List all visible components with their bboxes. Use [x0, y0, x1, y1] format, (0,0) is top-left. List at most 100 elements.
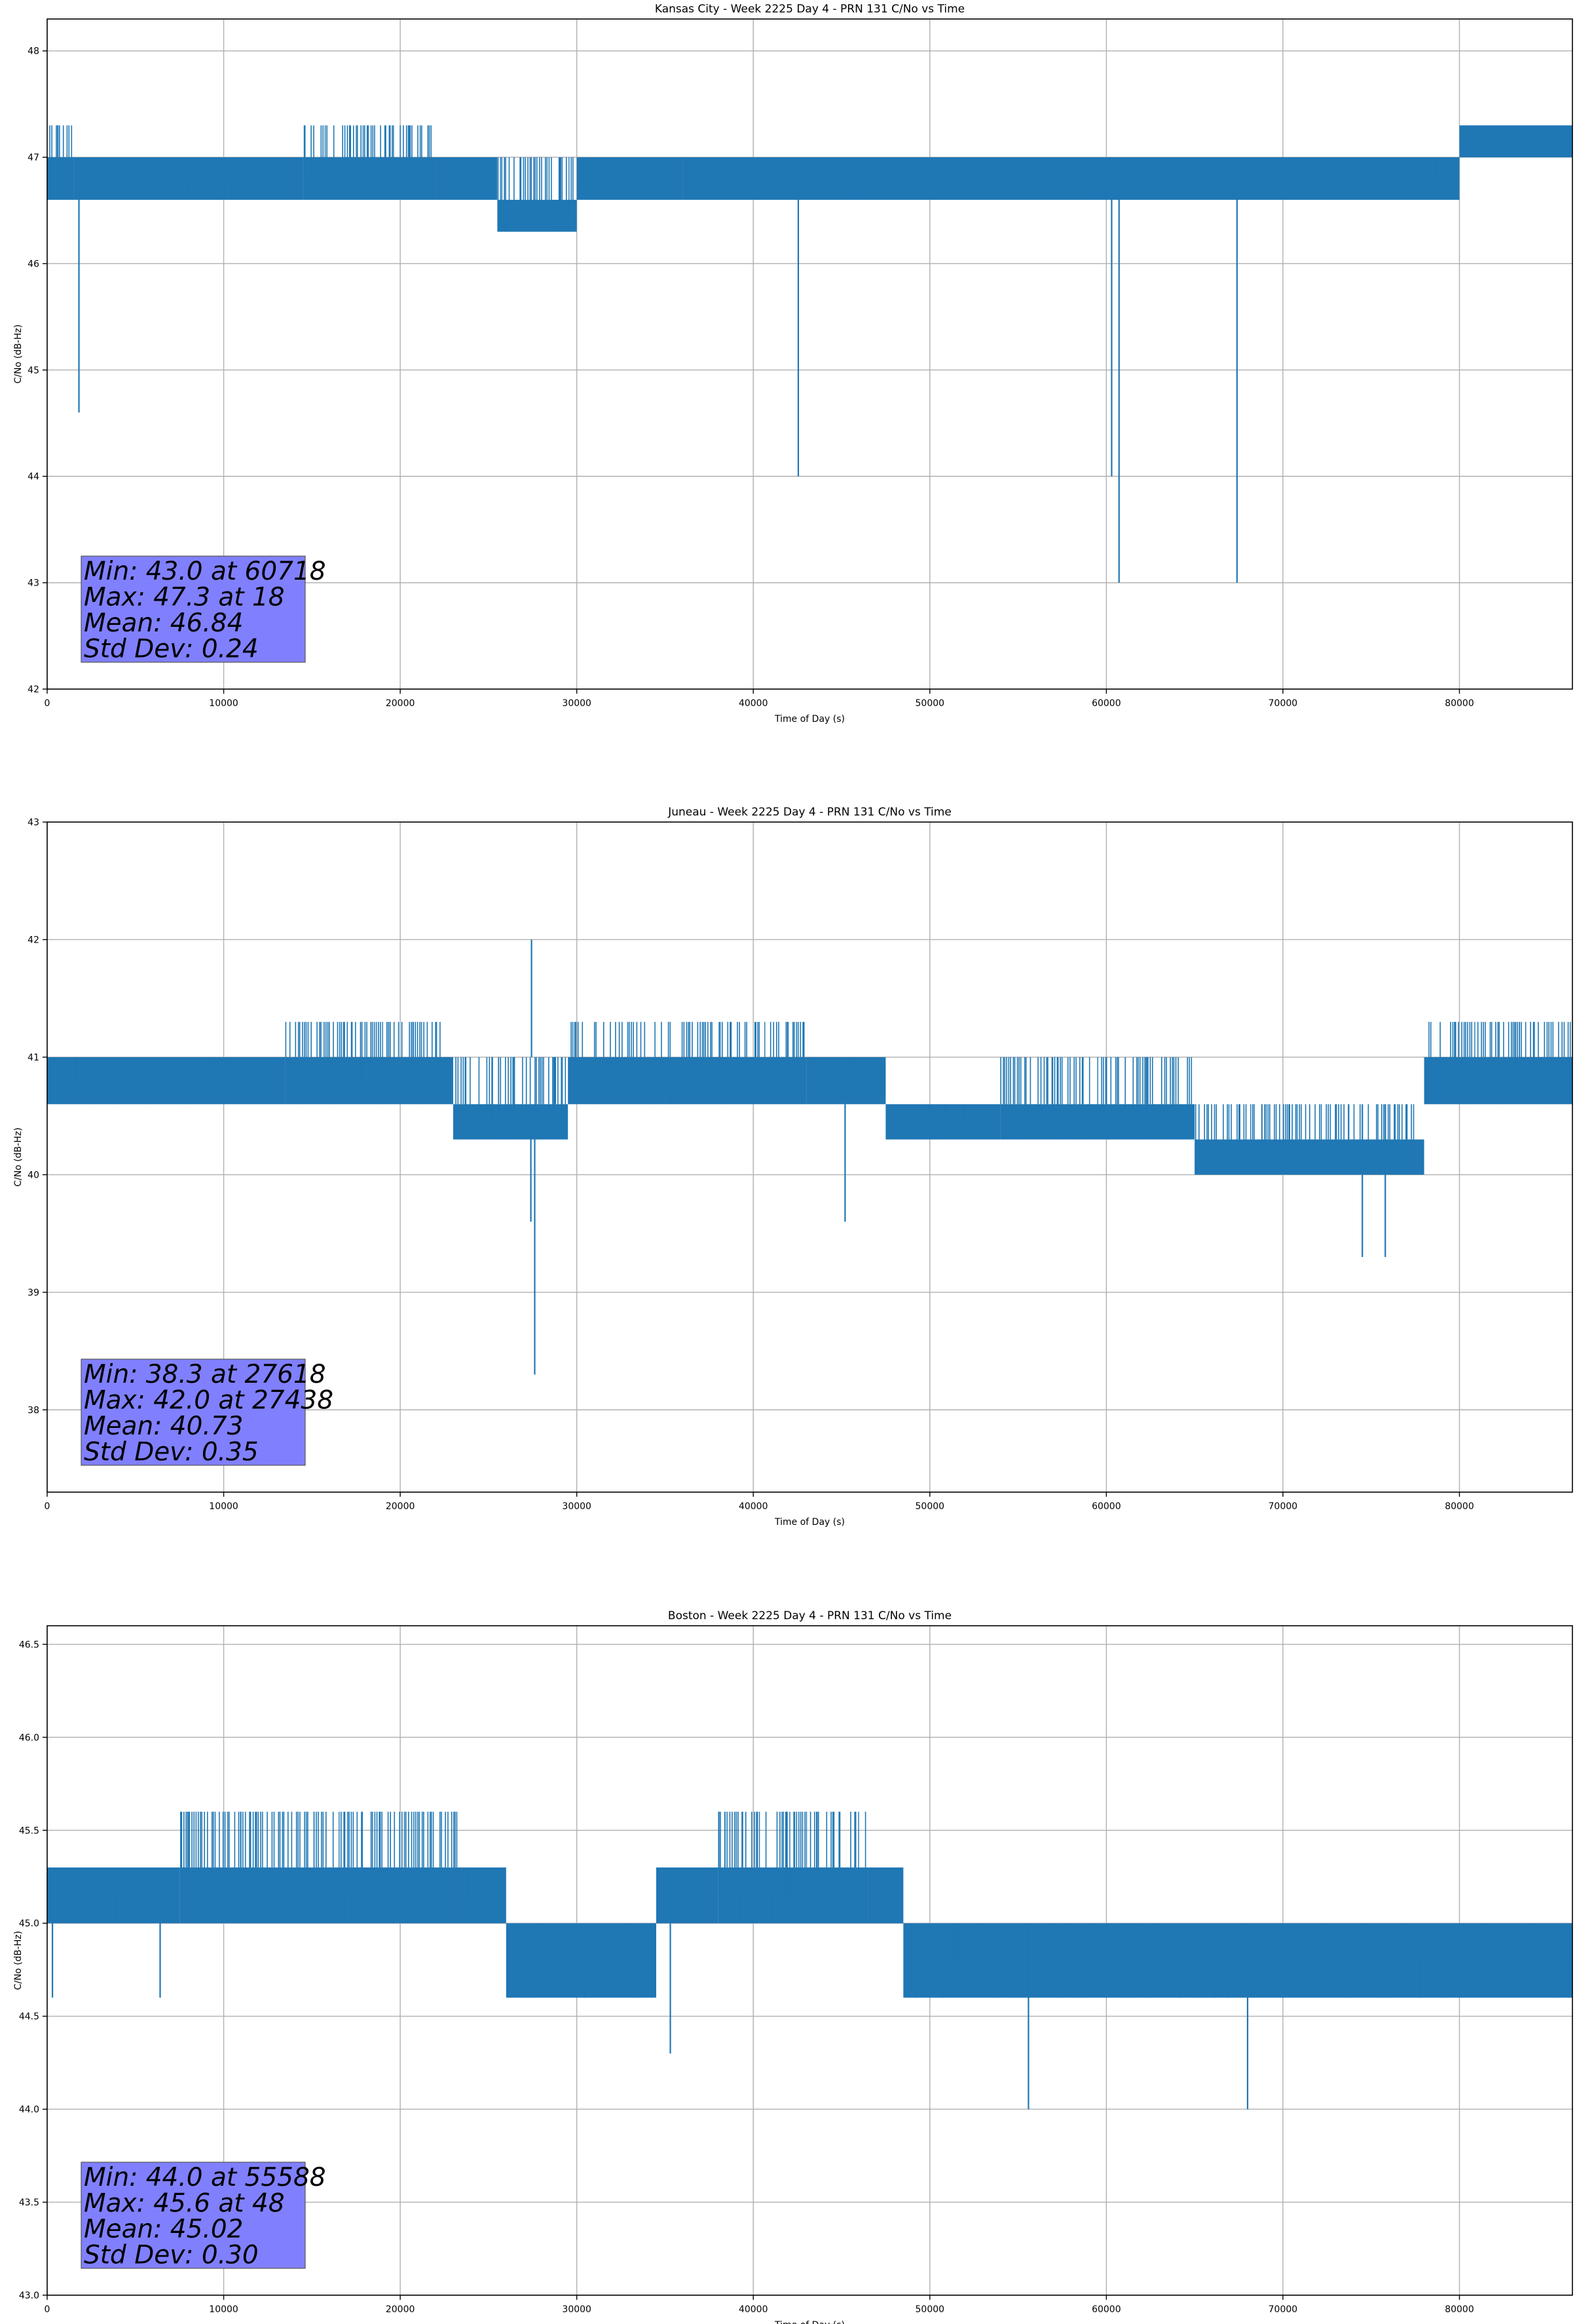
chart-title: Juneau - Week 2225 Day 4 - PRN 131 C/No …: [667, 806, 952, 819]
y-tick-label: 45.0: [19, 1919, 39, 1929]
chart-2: 0 10000 20000 30000 40000 50000 60000 70000 8000…: [13, 1609, 1573, 2324]
x-tick-label: 0: [45, 698, 50, 709]
trace-band: [497, 200, 577, 232]
trace-spikes: [49, 125, 73, 158]
trace-noise: [584, 157, 666, 179]
trace-noise: [89, 157, 294, 200]
stats-line: Min: 44.0 at 55588: [84, 2163, 326, 2192]
trace-band: [885, 1104, 1001, 1140]
trace-noise: [464, 1057, 562, 1140]
x-tick-label: 50000: [916, 1501, 945, 1512]
x-axis-label: Time of Day (s): [774, 2320, 845, 2324]
stats-line: Std Dev: 0.24: [84, 635, 259, 664]
trace-band: [462, 1867, 506, 1924]
trace-spikes: [1000, 1057, 1193, 1104]
x-tick-label: 40000: [739, 1501, 768, 1512]
trace-noise: [467, 1867, 483, 1924]
x-axis-label: Time of Day (s): [774, 1517, 845, 1527]
trace-noise: [1437, 1022, 1556, 1104]
y-tick-label: 42: [28, 935, 39, 945]
trace-band: [506, 1923, 656, 1998]
x-tick-label: 40000: [739, 698, 768, 709]
y-tick-label: 44.0: [19, 2105, 39, 2115]
y-tick-label: 39: [28, 1288, 39, 1298]
x-tick-label: 50000: [916, 698, 945, 709]
trace-noise: [718, 1811, 859, 1924]
trace-band: [868, 1867, 904, 1924]
trace-band: [303, 157, 436, 200]
y-tick-label: 45: [28, 365, 39, 376]
data-series: [47, 1811, 1572, 2110]
chart-title: Kansas City - Week 2225 Day 4 - PRN 131 …: [655, 3, 965, 16]
x-tick-label: 20000: [386, 2304, 415, 2315]
x-tick-label: 10000: [209, 698, 238, 709]
trace-band: [47, 1867, 180, 1924]
trace-spikes: [497, 157, 574, 200]
y-tick-label: 43: [28, 578, 39, 589]
y-tick-label: 43.5: [19, 2198, 39, 2208]
y-tick-label: 42: [28, 684, 39, 695]
x-tick-label: 30000: [562, 1501, 591, 1512]
y-tick-label: 46.0: [19, 1733, 39, 1743]
trace-spikes: [285, 1022, 441, 1057]
trace-spikes: [303, 125, 432, 158]
trace-noise: [453, 157, 491, 200]
trace-noise: [881, 1867, 897, 1896]
x-tick-label: 70000: [1269, 1501, 1298, 1512]
trace-band: [576, 157, 683, 200]
y-tick-label: 44: [28, 472, 39, 482]
y-tick-label: 41: [28, 1053, 39, 1063]
x-tick-label: 60000: [1092, 2304, 1121, 2315]
stats-line: Max: 47.3 at 18: [84, 583, 285, 612]
trace-spikes: [455, 1057, 566, 1104]
y-axis-label: C/No (dB-Hz): [13, 1127, 24, 1186]
plot-frame: [46, 18, 1573, 690]
x-tick-label: 40000: [739, 2304, 768, 2315]
trace-noise: [500, 157, 570, 232]
trace-band: [179, 1867, 462, 1924]
x-tick-label: 30000: [562, 2304, 591, 2315]
trace-band: [656, 1867, 718, 1924]
trace-noise: [1195, 1104, 1415, 1175]
y-tick-label: 43: [28, 817, 39, 828]
trace-noise: [661, 1895, 699, 1924]
trace-noise: [302, 1022, 437, 1104]
stats-line: Std Dev: 0.35: [84, 1438, 259, 1467]
trace-noise: [187, 1811, 431, 1924]
x-tick-label: 30000: [562, 698, 591, 709]
x-tick-label: 80000: [1445, 698, 1474, 709]
trace-noise: [1461, 141, 1468, 158]
y-tick-label: 47: [28, 153, 39, 163]
trace-noise: [919, 1104, 965, 1140]
x-tick-label: 20000: [386, 698, 415, 709]
trace-noise: [597, 1022, 803, 1104]
trace-spikes: [180, 1811, 458, 1868]
x-tick-label: 20000: [386, 1501, 415, 1512]
stats-box: [81, 1359, 306, 1466]
trace-band: [436, 157, 498, 200]
plot-frame: [46, 821, 1573, 1493]
y-tick-label: 46.5: [19, 1640, 39, 1650]
x-tick-label: 10000: [209, 1501, 238, 1512]
trace-spikes: [1195, 1104, 1415, 1140]
chart-title: Boston - Week 2225 Day 4 - PRN 131 C/No …: [668, 1609, 952, 1622]
trace-noise: [75, 1057, 210, 1104]
trace-band: [285, 1057, 453, 1104]
trace-band: [718, 1867, 868, 1924]
y-tick-label: 44.5: [19, 2012, 39, 2022]
x-tick-label: 0: [45, 2304, 50, 2315]
stats-line: Std Dev: 0.30: [84, 2241, 259, 2270]
x-axis-label: Time of Day (s): [774, 714, 845, 724]
x-tick-label: 70000: [1269, 698, 1298, 709]
x-tick-label: 80000: [1445, 2304, 1474, 2315]
y-axis-label: C/No (dB-Hz): [13, 324, 24, 383]
trace-band: [47, 157, 74, 200]
x-tick-label: 70000: [1269, 2304, 1298, 2315]
trace-noise: [813, 1057, 856, 1081]
trace-spikes: [718, 1811, 866, 1868]
trace-band: [806, 1057, 886, 1104]
y-tick-label: 48: [28, 47, 39, 57]
y-tick-label: 43.0: [19, 2291, 39, 2301]
stats-line: Mean: 46.84: [84, 609, 243, 638]
stats-line: Mean: 40.73: [84, 1412, 243, 1441]
